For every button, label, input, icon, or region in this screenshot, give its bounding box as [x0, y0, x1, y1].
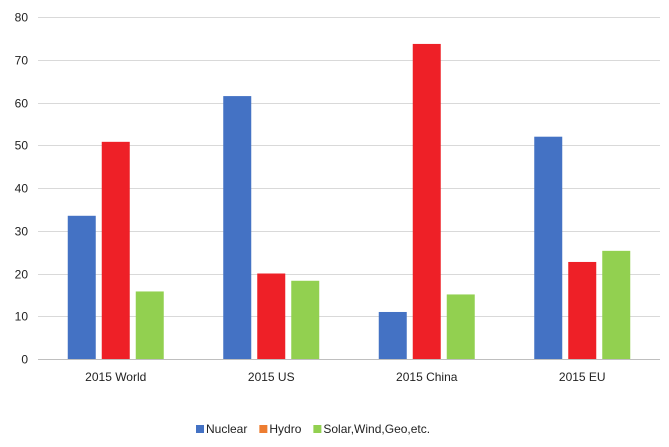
x-category-label: 2015 World	[85, 370, 146, 384]
y-tick-label: 80	[15, 11, 29, 25]
bar-nuclear-1	[67, 215, 96, 359]
legend-swatch	[196, 425, 204, 433]
legend-label: Nuclear	[206, 422, 247, 436]
legend-label: Solar,Wind,Geo,etc.	[323, 422, 430, 436]
bars	[67, 43, 631, 360]
legend-swatch	[313, 425, 322, 433]
x-category-label: 2015 US	[248, 370, 295, 384]
bar-nuclear-4	[534, 136, 563, 359]
bar-hydro-3	[412, 43, 441, 360]
y-tick-label: 70	[15, 54, 29, 68]
y-tick-label: 30	[15, 225, 29, 239]
legend: Nuclear Hydro Solar,Wind,Geo,etc.	[196, 422, 430, 436]
y-tick-label: 40	[15, 182, 29, 196]
bar-hydro-4	[568, 261, 597, 359]
y-tick-label: 50	[15, 139, 29, 153]
x-axis-labels: 2015 World 2015 US 2015 China 2015 EU	[85, 370, 605, 384]
bar-solar-wind-geo-etc-3	[446, 294, 475, 359]
bar-nuclear-3	[378, 311, 407, 359]
bar-solar-wind-geo-etc-1	[135, 291, 164, 359]
y-tick-label: 0	[21, 353, 28, 367]
y-tick-label: 60	[15, 97, 29, 111]
legend-swatch	[259, 425, 268, 433]
legend-label: Hydro	[269, 422, 301, 436]
y-tick-label: 20	[15, 268, 29, 282]
x-category-label: 2015 EU	[559, 370, 606, 384]
x-category-label: 2015 China	[396, 370, 458, 384]
y-tick-label: 10	[15, 310, 29, 324]
gridlines	[38, 17, 660, 317]
y-axis-ticks: 0 10 20 30 40 50 60 70 80	[15, 11, 29, 367]
bar-nuclear-2	[223, 96, 252, 360]
bar-solar-wind-geo-etc-4	[602, 250, 631, 359]
bar-hydro-2	[257, 273, 286, 359]
bar-solar-wind-geo-etc-2	[291, 280, 320, 359]
bar-hydro-1	[101, 141, 130, 359]
